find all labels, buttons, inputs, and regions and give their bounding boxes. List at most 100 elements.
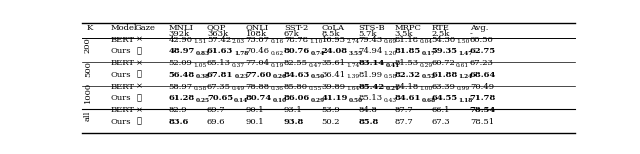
Text: 84.18: 84.18 [394,83,419,91]
Text: 0.36: 0.36 [271,86,284,91]
Text: ×: × [136,106,143,114]
Text: 85.42: 85.42 [358,83,385,91]
Text: 1.51: 1.51 [193,39,207,44]
Text: 1.10: 1.10 [309,39,323,44]
Text: 1.74: 1.74 [346,63,360,68]
Text: 0.68: 0.68 [422,98,436,103]
Text: 2.03: 2.03 [232,39,245,44]
Text: 80.76: 80.76 [284,47,310,55]
Text: 0.50: 0.50 [349,98,363,103]
Text: 0.04: 0.04 [420,39,433,44]
Text: 16.95: 16.95 [321,36,346,44]
Text: 87.7: 87.7 [394,118,413,126]
Text: Ours: Ours [111,71,131,79]
Text: 0.61: 0.61 [456,63,469,68]
Text: 0.26: 0.26 [273,74,287,79]
Text: 108k: 108k [246,30,267,38]
Text: 2.5k: 2.5k [431,30,449,38]
Text: 74.94: 74.94 [358,47,383,55]
Text: ✓: ✓ [137,71,142,79]
Text: 0.55: 0.55 [309,86,322,91]
Text: BERT: BERT [111,83,135,91]
Text: 0.25: 0.25 [196,98,210,103]
Text: 41.19: 41.19 [321,94,348,102]
Text: 0.23: 0.23 [234,74,248,79]
Text: 82.9: 82.9 [168,106,187,114]
Text: 1.18: 1.18 [458,98,473,103]
Text: 0.16: 0.16 [271,39,284,44]
Text: 0.74: 0.74 [311,51,325,56]
Text: 36.41: 36.41 [321,71,346,79]
Text: Ours: Ours [111,47,131,55]
Text: 500: 500 [84,61,92,77]
Text: 60.72: 60.72 [431,59,455,67]
Text: 24.08: 24.08 [321,47,348,55]
Text: 59.35: 59.35 [431,47,457,55]
Text: 61.63: 61.63 [207,47,233,55]
Text: 62.75: 62.75 [470,47,496,55]
Text: 70.46: 70.46 [246,47,269,55]
Text: 78.54: 78.54 [470,106,496,114]
Text: 2.74: 2.74 [346,39,360,44]
Text: 80.74: 80.74 [246,94,272,102]
Text: 85.80: 85.80 [284,83,308,91]
Text: 82.32: 82.32 [394,71,420,79]
Text: SST-2: SST-2 [284,24,308,32]
Text: 42.90: 42.90 [168,36,192,44]
Text: MRPC: MRPC [394,24,421,32]
Text: 81.99: 81.99 [358,71,382,79]
Text: ✓: ✓ [137,118,142,126]
Text: ×: × [136,83,143,91]
Text: 73.07: 73.07 [246,36,269,44]
Text: 0.21: 0.21 [385,86,399,91]
Text: 67k: 67k [284,30,300,38]
Text: 70.65: 70.65 [207,94,233,102]
Text: 3.55: 3.55 [349,51,363,56]
Text: 84.8: 84.8 [358,106,377,114]
Text: 78.88: 78.88 [246,83,270,91]
Text: 78.78: 78.78 [284,36,308,44]
Text: 0.38: 0.38 [196,74,210,79]
Text: 3.5k: 3.5k [394,30,413,38]
Text: 0.83: 0.83 [196,51,210,56]
Text: 0.19: 0.19 [271,63,284,68]
Text: 69.7: 69.7 [207,106,226,114]
Text: K: K [86,24,93,32]
Text: 0.49: 0.49 [232,86,245,91]
Text: 70.49: 70.49 [470,83,494,91]
Text: 85.8: 85.8 [358,118,379,126]
Text: Gaze: Gaze [134,24,156,32]
Text: 8.5k: 8.5k [321,30,340,38]
Text: 0.14: 0.14 [234,98,248,103]
Text: ×: × [136,59,143,67]
Text: 0.29: 0.29 [420,63,433,68]
Text: 200: 200 [84,38,92,53]
Text: 1.64: 1.64 [347,86,360,91]
Text: 0.58: 0.58 [193,86,207,91]
Text: ✓: ✓ [137,47,142,55]
Text: 0.50: 0.50 [311,74,325,79]
Text: 85.13: 85.13 [358,94,382,102]
Text: 93.1: 93.1 [284,106,303,114]
Text: Avg.: Avg. [470,24,488,32]
Text: ✓: ✓ [137,94,142,102]
Text: 93.8: 93.8 [284,118,304,126]
Text: 50.2: 50.2 [321,118,340,126]
Text: BERT: BERT [111,59,135,67]
Text: 0.17: 0.17 [422,51,436,56]
Text: 0.99: 0.99 [456,86,469,91]
Text: all: all [84,111,92,121]
Text: 0.10: 0.10 [273,98,287,103]
Text: -: - [470,30,473,38]
Text: 1.05: 1.05 [193,63,207,68]
Text: 61.28: 61.28 [168,94,195,102]
Text: 57.42: 57.42 [207,36,231,44]
Text: 5.7k: 5.7k [358,30,377,38]
Text: 1.39: 1.39 [347,74,360,79]
Text: 90.1: 90.1 [246,106,264,114]
Text: 58.97: 58.97 [168,83,193,91]
Text: 39.89: 39.89 [321,83,346,91]
Text: 77.04: 77.04 [246,59,270,67]
Text: 52.09: 52.09 [168,59,192,67]
Text: 1.47: 1.47 [458,51,472,56]
